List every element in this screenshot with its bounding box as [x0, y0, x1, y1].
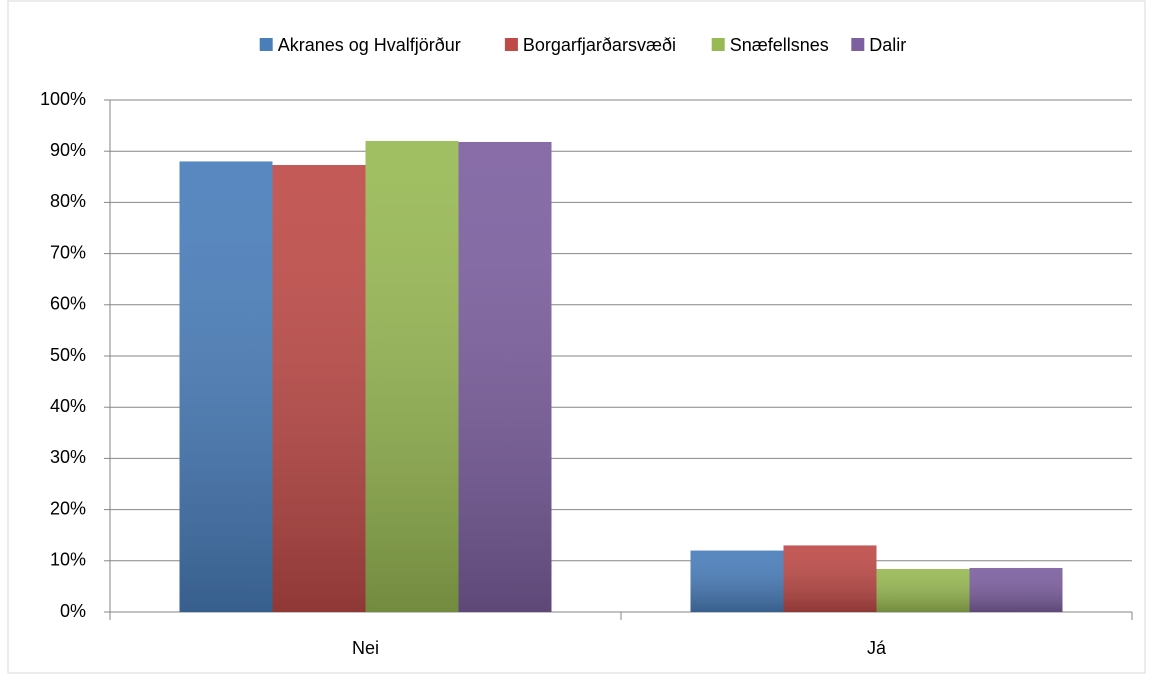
bar	[272, 165, 366, 613]
bar	[179, 161, 273, 612]
legend-label: Akranes og Hvalfjörður	[278, 35, 461, 55]
legend-swatch	[851, 38, 865, 51]
legend-label: Dalir	[869, 35, 906, 55]
bar	[783, 545, 877, 612]
legend-swatch	[259, 38, 273, 51]
legend-swatch	[504, 38, 518, 51]
y-tick-label: 70%	[50, 242, 86, 262]
legend-swatch	[711, 38, 725, 51]
bar	[690, 550, 784, 612]
legend-label: Borgarfjarðarsvæði	[523, 35, 676, 55]
bar	[365, 140, 459, 612]
y-tick-label: 80%	[50, 191, 86, 211]
bar	[876, 568, 970, 612]
y-tick-label: 30%	[50, 447, 86, 467]
y-tick-label: 90%	[50, 140, 86, 160]
y-tick-label: 0%	[60, 601, 86, 621]
y-tick-label: 100%	[40, 89, 86, 109]
y-tick-label: 10%	[50, 550, 86, 570]
x-tick-label: Nei	[352, 638, 379, 658]
y-tick-label: 20%	[50, 498, 86, 518]
y-tick-label: 40%	[50, 396, 86, 416]
y-tick-label: 50%	[50, 345, 86, 365]
bar	[458, 141, 552, 612]
x-tick-label: Já	[867, 638, 887, 658]
y-tick-label: 60%	[50, 294, 86, 314]
bar	[969, 567, 1063, 612]
legend-label: Snæfellsnes	[730, 35, 829, 55]
